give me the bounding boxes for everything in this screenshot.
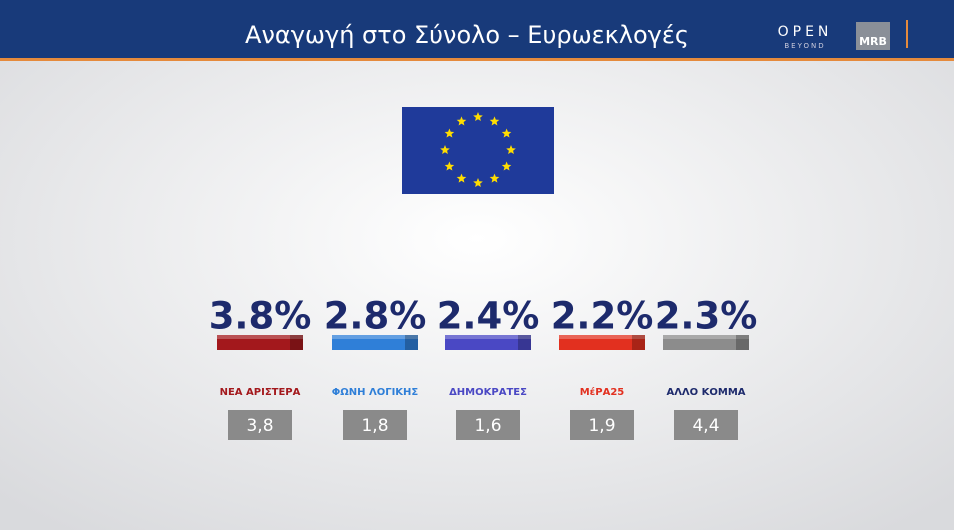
divider (906, 20, 908, 48)
previous-box (228, 410, 292, 440)
bar-cap (736, 335, 749, 350)
previous-box (674, 410, 738, 440)
party-name: ΝΕΑ ΑΡΙΣΤΕΡΑ (220, 387, 301, 398)
previous-box (456, 410, 520, 440)
brand: OPEN (778, 24, 833, 40)
star (489, 173, 500, 183)
bar (332, 335, 418, 350)
previous-label: 1,9 (588, 416, 615, 436)
bar-cap (518, 335, 531, 350)
bar-highlight (445, 335, 531, 339)
party-name: ΦΩΝΗ ΛΟΓΙΚΗΣ (332, 387, 419, 398)
star (473, 178, 483, 187)
party-name: ΑΛΛΟ ΚΟΜΜΑ (666, 387, 745, 398)
previous-box (343, 410, 407, 440)
bar (217, 335, 303, 350)
star (440, 145, 450, 154)
previous-label: 1,6 (474, 416, 501, 436)
bar-highlight (332, 335, 418, 339)
value-label: 2.8% (324, 295, 427, 338)
bar-highlight (663, 335, 749, 339)
previous-box (570, 410, 634, 440)
star (506, 145, 516, 154)
value-label: 3.8% (209, 295, 312, 338)
pollster-box (856, 22, 890, 50)
brand-sub: BEYOND (784, 42, 825, 50)
star (473, 112, 483, 121)
bar-highlight (217, 335, 303, 339)
party-name: ΔΗΜΟΚΡΑΤΕΣ (449, 387, 527, 398)
bar-cap (405, 335, 418, 350)
previous-label: 3,8 (246, 416, 273, 436)
star (444, 128, 455, 138)
star (489, 116, 500, 126)
bar-highlight (559, 335, 645, 339)
value-label: 2.4% (437, 295, 540, 338)
bar-cap (290, 335, 303, 350)
value-label: 2.2% (551, 295, 654, 338)
star (444, 161, 455, 171)
header-band (0, 0, 954, 58)
bar-cap (632, 335, 645, 350)
party-name: ΜέΡΑ25 (580, 386, 625, 398)
star (501, 128, 512, 138)
previous-label: 1,8 (361, 416, 388, 436)
bar (445, 335, 531, 350)
value-label: 2.3% (655, 295, 758, 338)
bar (663, 335, 749, 350)
bar (559, 335, 645, 350)
header-rule (0, 58, 954, 61)
pollster: MRB (859, 35, 887, 48)
previous-label: 4,4 (692, 416, 719, 436)
star (456, 116, 467, 126)
star (456, 173, 467, 183)
title: Αναγωγή στο Σύνολο – Ευρωεκλογές (245, 21, 689, 49)
star (501, 161, 512, 171)
eu-stars (440, 112, 516, 187)
